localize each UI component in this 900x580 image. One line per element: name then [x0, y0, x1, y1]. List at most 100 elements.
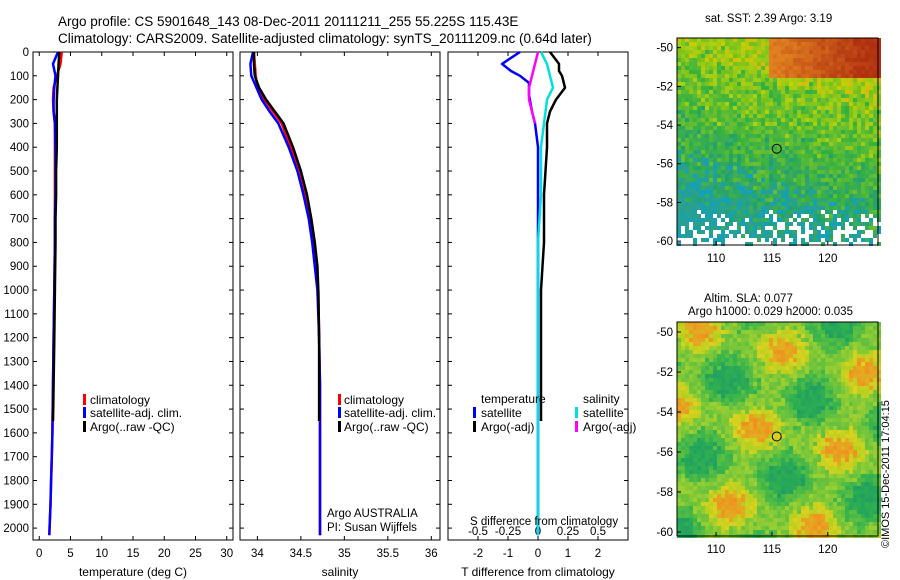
- legend-swatch-temp-argo: [473, 421, 476, 432]
- x-axis-label: T difference from climatology: [461, 565, 615, 579]
- x-tick-label: 1: [565, 548, 571, 560]
- map-frame: [676, 321, 879, 537]
- y-tick-label: 2000: [3, 523, 29, 535]
- y-tick-label: -56: [656, 447, 673, 459]
- y-tick-label: 700: [10, 214, 29, 226]
- y-tick-label: -54: [656, 120, 673, 132]
- legend-swatch-satellite: [338, 407, 341, 418]
- legend-swatch-climatology: [83, 394, 86, 405]
- imos-watermark: ©IMOS 15-Dec-2011 17:04:15: [880, 400, 892, 548]
- salinity-legend: climatology satellite-adj. clim. Argo(..…: [338, 393, 436, 434]
- legend-label-sal-argo: Argo(-adj): [583, 420, 636, 434]
- series-line-argo-raw-qc: [51, 51, 61, 422]
- x-tick-label: 110: [707, 253, 725, 265]
- x-tick-label: 2: [595, 548, 601, 560]
- figure-title-line2: Climatology: CARS2009. Satellite-adjuste…: [58, 31, 592, 46]
- legend-title-temperature: temperature: [481, 392, 546, 406]
- map-cells: [677, 38, 881, 246]
- x-tick-label: 25: [189, 548, 202, 560]
- top-tick-label: -0.5: [468, 526, 488, 538]
- sla-map-panel: 110 115 120 -50 -52 -54 -56 -58 -60: [656, 321, 881, 556]
- y-tick-label: 800: [10, 237, 29, 249]
- series-line-salinity-argo-adj: [527, 51, 540, 124]
- legend-swatch-sal-argo: [575, 421, 578, 432]
- top-tick-label: 0.5: [590, 526, 606, 538]
- x-tick-label: 0: [535, 548, 541, 560]
- difference-top-axis-label: S difference from climatology: [470, 516, 618, 528]
- legend-swatch-sal-satellite: [575, 407, 578, 418]
- top-tick-label: -0.25: [495, 526, 521, 538]
- y-tick-label: -52: [656, 81, 673, 93]
- x-tick-label: 34.5: [290, 548, 312, 560]
- legend-label-satellite: satellite-adj. clim.: [90, 406, 182, 420]
- sla-map-title-line1: Altim. SLA: 0.077: [704, 293, 793, 305]
- plot-frame: [239, 51, 441, 541]
- legend-label-climatology: climatology: [90, 393, 150, 407]
- series-line-salinity-satellite: [536, 51, 555, 536]
- y-tick-label: -56: [656, 159, 673, 171]
- legend-label-argo: Argo(..raw -QC): [344, 420, 429, 434]
- map-cells: [677, 322, 881, 538]
- sst-map-title: sat. SST: 2.39 Argo: 3.19: [705, 13, 832, 25]
- legend-label-satellite: satellite-adj. clim.: [344, 406, 436, 420]
- argo-program-label: Argo AUSTRALIA: [327, 508, 418, 520]
- legend-label-argo: Argo(..raw -QC): [90, 420, 175, 434]
- y-tick-label: 0: [23, 47, 29, 59]
- legend-label-temp-satellite: satellite: [481, 406, 522, 420]
- y-tick-label: -50: [656, 43, 673, 55]
- x-tick-label: 110: [707, 544, 725, 556]
- y-tick-label: -58: [656, 197, 673, 209]
- y-tick-label: 1500: [3, 404, 29, 416]
- y-tick-label: 1400: [3, 380, 29, 392]
- argo-location-marker: [771, 143, 782, 154]
- y-tick-label: -60: [656, 527, 673, 539]
- y-tick-label: 1700: [3, 452, 29, 464]
- series-line-argo-raw-qc: [252, 52, 321, 421]
- y-tick-label: -52: [656, 367, 673, 379]
- y-tick-label: -50: [656, 327, 673, 339]
- y-tick-label: 1300: [3, 356, 29, 368]
- x-tick-label: 0: [36, 548, 42, 560]
- legend-swatch-argo: [338, 421, 341, 432]
- y-tick-label: 500: [10, 166, 29, 178]
- x-tick-label: 5: [67, 548, 73, 560]
- difference-legend: temperature salinity satellite Argo(-adj…: [473, 392, 636, 434]
- temperature-panel: 0100200300400500600700800900100011001200…: [3, 47, 234, 579]
- temperature-legend: climatology satellite-adj. clim. Argo(..…: [83, 393, 182, 434]
- x-tick-label: 35.5: [377, 548, 399, 560]
- legend-label-temp-argo: Argo(-adj): [481, 420, 534, 434]
- series-line-temperature-argo-adj: [539, 51, 567, 421]
- y-tick-label: 1600: [3, 428, 29, 440]
- top-tick-label: 0.25: [557, 526, 579, 538]
- series-line-temperature-satellite: [500, 50, 540, 536]
- x-tick-label: 120: [818, 544, 837, 556]
- figure-title-line1: Argo profile: CS 5901648_143 08-Dec-2011…: [58, 14, 518, 29]
- legend-label-climatology: climatology: [344, 393, 404, 407]
- y-tick-label: 1800: [3, 475, 29, 487]
- salinity-panel: 34 34.5 35 35.5 36 salinity: [239, 51, 441, 579]
- x-tick-label: 34: [251, 548, 264, 560]
- x-tick-label: 20: [158, 548, 171, 560]
- x-tick-label: -2: [473, 548, 483, 560]
- sst-map-panel: 110 115 120 -50 -52 -54 -56 -58 -60: [656, 37, 881, 265]
- legend-label-sal-satellite: satellite: [583, 406, 624, 420]
- y-tick-label: 900: [10, 261, 29, 273]
- x-tick-label: -1: [503, 548, 513, 560]
- y-tick-label: 100: [10, 71, 29, 83]
- y-tick-label: 1000: [3, 285, 29, 297]
- y-tick-label: 600: [10, 190, 29, 202]
- y-tick-label: 1900: [3, 499, 29, 511]
- y-tick-label: -54: [656, 407, 673, 419]
- x-tick-label: 10: [95, 548, 108, 560]
- x-axis-label: temperature (deg C): [79, 565, 187, 579]
- y-tick-label: 200: [10, 95, 29, 107]
- y-tick-label: 1100: [4, 309, 29, 321]
- x-tick-label: 115: [763, 544, 781, 556]
- y-tick-label: -58: [656, 487, 673, 499]
- map-frame: [676, 37, 879, 246]
- legend-swatch-argo: [83, 421, 86, 432]
- y-tick-label: 1200: [3, 333, 29, 345]
- argo-pi-label: PI: Susan Wijffels: [327, 522, 417, 534]
- y-tick-label: -60: [656, 236, 673, 248]
